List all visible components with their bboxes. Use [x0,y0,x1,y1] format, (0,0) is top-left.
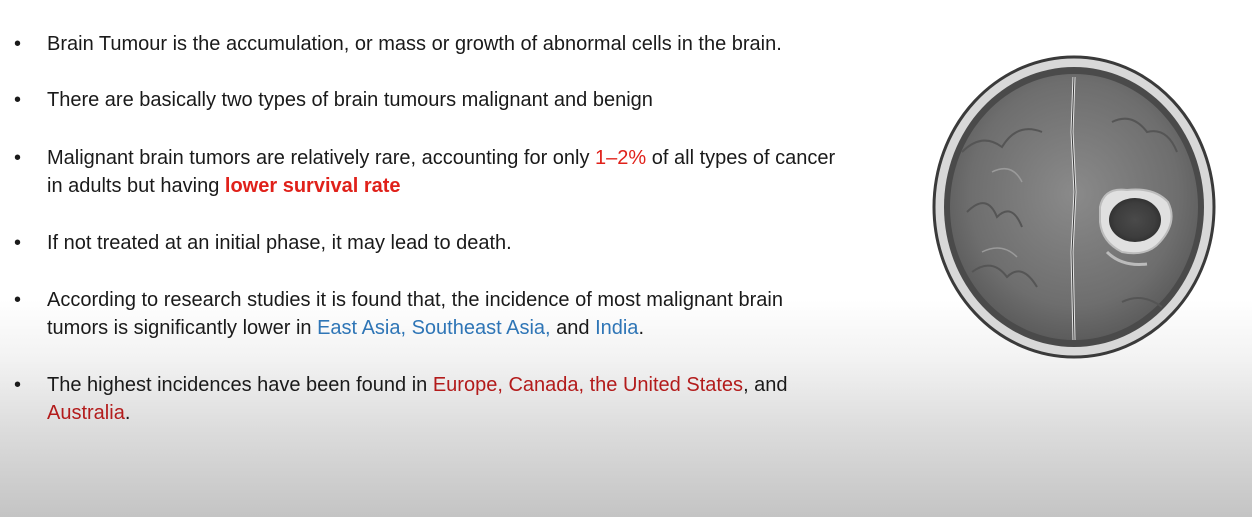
bullet-text: According to research studies it is foun… [47,286,917,342]
survival-rate-highlight: lower survival rate [225,175,401,197]
bullet-symbol: • [14,229,21,257]
bullet-text-part: , and [743,374,787,396]
bullet-text-part: . [638,317,644,339]
bullet-text-part: Malignant brain tumors are relatively ra… [47,147,595,169]
bullet-text-part: The highest incidences have been found i… [47,374,433,396]
bullet-symbol: • [14,144,21,172]
bullet-text-part: and [551,317,595,339]
region-highlight-india: India [595,317,638,339]
bullet-text-part: tumors is significantly lower in [47,317,317,339]
bullet-text: There are basically two types of brain t… [47,86,917,114]
bullet-text: Malignant brain tumors are relatively ra… [47,144,917,200]
bullet-text: The highest incidences have been found i… [47,371,917,427]
region-highlight-australia: Australia [47,402,125,424]
bullet-text: Brain Tumour is the accumulation, or mas… [47,30,917,58]
bullet-symbol: • [14,371,21,399]
bullet-text-part: . [125,402,131,424]
bullet-symbol: • [14,30,21,58]
region-highlight-asia: East Asia, Southeast Asia, [317,317,550,339]
percentage-highlight: 1–2% [595,147,646,169]
bullet-symbol: • [14,86,21,114]
brain-mri-scan-icon [922,52,1222,372]
region-highlight-western: Europe, Canada, the United States [433,374,743,396]
bullet-text-part: in adults but having [47,175,225,197]
bullet-text-part: of all types of cancer [646,147,835,169]
bullet-text-part: According to research studies it is foun… [47,289,783,311]
bullet-text: If not treated at an initial phase, it m… [47,229,917,257]
bullet-symbol: • [14,286,21,314]
